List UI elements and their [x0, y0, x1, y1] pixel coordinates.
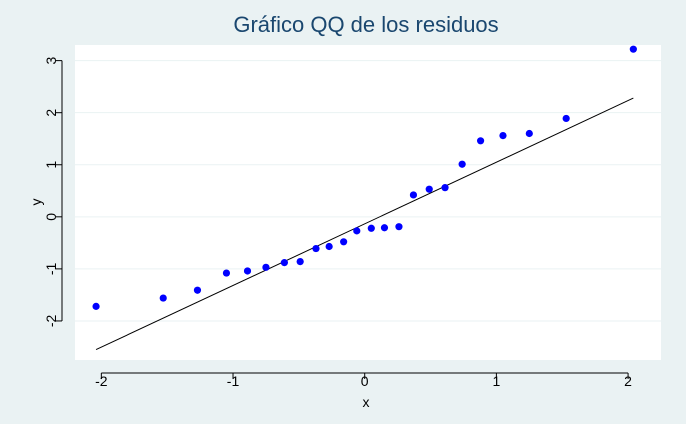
- plot-area: [75, 45, 661, 360]
- data-point: [380, 224, 389, 232]
- x-tick-label: -1: [227, 373, 240, 389]
- data-point: [629, 45, 637, 53]
- data-point: [409, 191, 418, 199]
- x-axis-label: x: [363, 394, 370, 410]
- data-point: [92, 302, 100, 310]
- x-tick-label: 2: [624, 373, 632, 389]
- data-point: [312, 244, 320, 253]
- y-axis-label: y: [28, 199, 44, 206]
- data-point: [458, 160, 466, 168]
- chart-title: Gráfico QQ de los residuos: [233, 12, 498, 37]
- data-point: [262, 263, 270, 271]
- data-point: [280, 259, 288, 267]
- y-tick-label: -1: [43, 262, 59, 275]
- reference-line: [95, 97, 634, 351]
- data-point: [222, 269, 231, 277]
- data-point: [159, 294, 167, 302]
- data-point: [441, 184, 449, 192]
- reference-line-layer: [95, 97, 634, 351]
- x-tick-label: -2: [95, 373, 108, 389]
- data-point: [353, 227, 361, 235]
- points-layer: [92, 45, 637, 310]
- data-point: [367, 224, 375, 232]
- data-point: [340, 238, 348, 246]
- grid-layer: [75, 60, 661, 322]
- data-point: [325, 242, 333, 251]
- data-point: [395, 223, 403, 231]
- data-point: [243, 267, 252, 275]
- y-tick-label: 1: [43, 161, 59, 169]
- y-tick-label: 3: [43, 57, 59, 65]
- data-point: [296, 257, 304, 266]
- data-point: [193, 286, 202, 294]
- x-tick-label: 0: [361, 373, 369, 389]
- y-tick-label: -2: [43, 315, 59, 328]
- axis-layer: -2 -1 0 1 2 3 -2 -1 0 1 2: [43, 57, 632, 389]
- data-point: [476, 137, 485, 145]
- x-tick-label: 1: [492, 373, 500, 389]
- y-tick-label: 0: [43, 213, 59, 221]
- data-point: [499, 131, 507, 140]
- data-point: [562, 114, 570, 123]
- data-point: [425, 185, 433, 193]
- data-point: [525, 129, 533, 138]
- y-tick-label: 2: [43, 109, 59, 117]
